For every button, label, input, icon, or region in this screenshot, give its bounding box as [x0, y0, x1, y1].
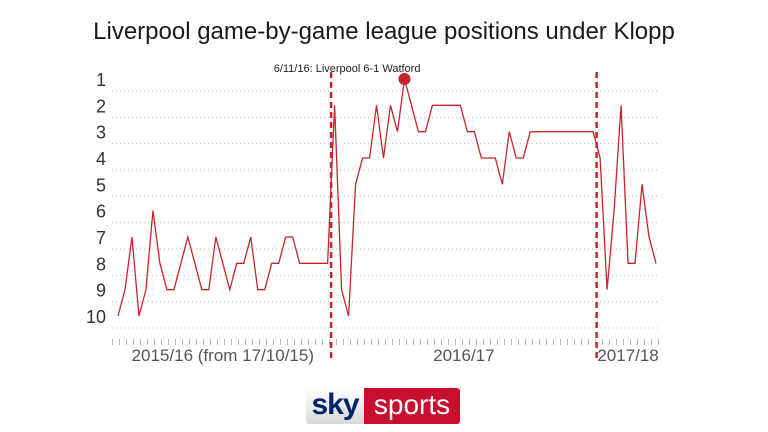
annotation-marker	[398, 73, 411, 85]
y-tick-label: 4	[96, 149, 106, 169]
y-tick-label: 2	[96, 96, 106, 116]
grid-lines	[112, 90, 660, 345]
season-label: 2016/17	[433, 346, 494, 365]
series-line	[117, 78, 657, 317]
sky-sports-logo: sky sports	[306, 388, 460, 424]
logo-sports-text: sports	[364, 388, 460, 424]
y-tick-label: 8	[96, 254, 106, 274]
annotation-label: 6/11/16: Liverpool 6-1 Watford	[274, 63, 421, 75]
y-axis-ticks: 1 2 3 4 5 6 7 8 9 10	[86, 70, 106, 327]
chart-title: Liverpool game-by-game league positions …	[93, 18, 675, 45]
season-label: 2017/18	[597, 346, 658, 365]
y-tick-label: 9	[96, 281, 106, 301]
logo-sky-text: sky	[306, 388, 364, 424]
y-tick-label: 1	[96, 70, 106, 90]
y-tick-label: 10	[86, 307, 106, 327]
y-tick-label: 7	[96, 228, 106, 248]
y-tick-label: 6	[96, 202, 106, 222]
y-tick-label: 5	[96, 175, 106, 195]
season-labels: 2015/16 (from 17/10/15) 2016/17 2017/18	[132, 346, 659, 365]
y-tick-label: 3	[96, 123, 106, 143]
season-dividers	[329, 72, 598, 362]
season-label: 2015/16 (from 17/10/15)	[132, 346, 314, 365]
